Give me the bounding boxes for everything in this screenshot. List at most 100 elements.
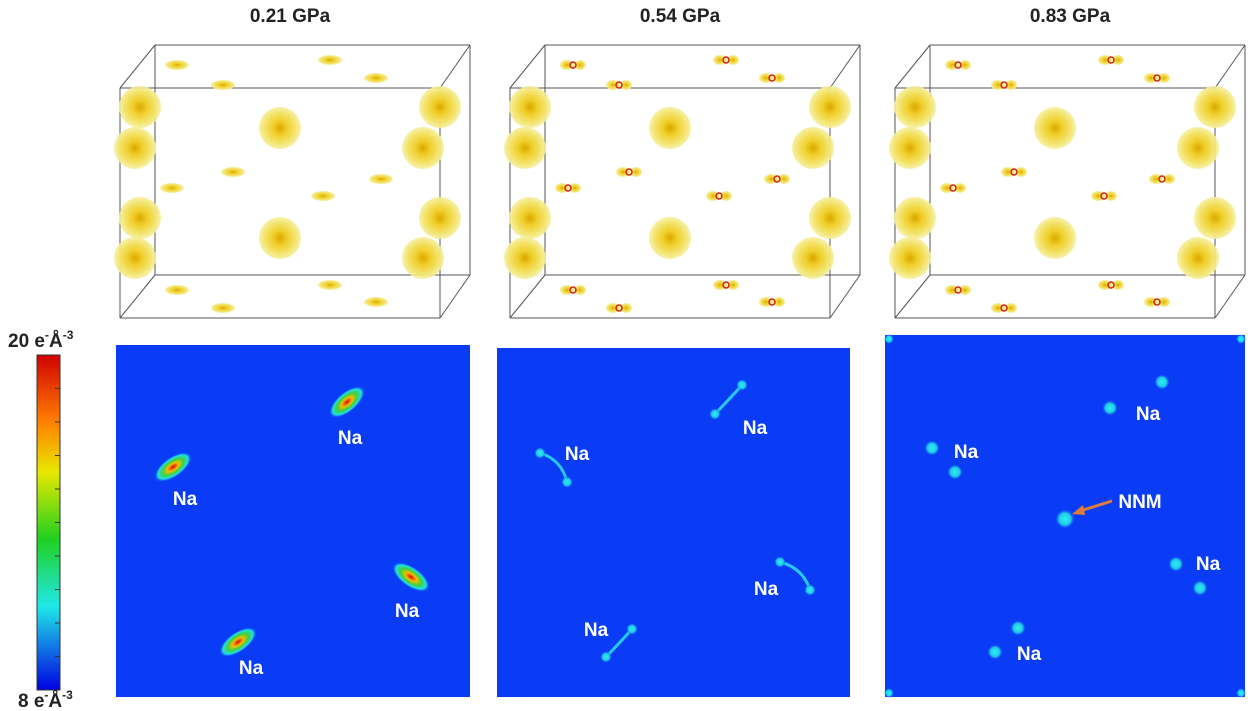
box-edge [440,275,470,318]
density-map [497,348,850,697]
density-map [116,345,470,697]
na-density [649,217,691,259]
density-blob [600,651,612,663]
colorbar-max: 20 e-Å-3 [8,328,74,352]
corner-blob [1236,688,1246,698]
crystal-panel [504,45,860,318]
crystal-structures [114,45,1245,318]
na-density [402,127,444,169]
box-edge [895,275,930,318]
corner-blob [1236,334,1246,344]
atom-label: Na [1196,554,1221,575]
density-blob [987,644,1003,660]
box-edge [510,45,545,88]
label: 20 e [8,331,45,352]
box-edge [830,275,860,318]
panel-title: 0.83 GPa [1030,6,1111,27]
na-density [119,86,161,128]
box-edge [120,45,155,88]
small-lobe [369,174,393,184]
density-blob [1154,374,1170,390]
na-density [1194,197,1236,239]
small-lobe [221,167,245,177]
atom-label: Na [565,444,590,465]
density-blob [1192,580,1208,596]
box-edge [1215,275,1245,318]
box-edge [1215,45,1245,88]
crystal-panel [114,45,470,318]
atom-label: Na [954,442,979,463]
atom-label: Na [173,489,198,510]
small-lobe [318,55,342,65]
na-density [894,197,936,239]
na-density [1034,107,1076,149]
na-density [419,197,461,239]
na-density [509,197,551,239]
na-density [809,86,851,128]
density-blob [774,556,786,568]
na-density [504,127,546,169]
small-lobe [165,60,189,70]
density-blob [709,408,721,420]
small-lobe [311,191,335,201]
atom-label: Na [395,601,420,622]
small-lobe [211,303,235,313]
atom-label: Na [584,620,609,641]
panel-title: 0.54 GPa [640,6,721,27]
atom-label: Na [743,418,768,439]
atom-label: Na [1017,644,1042,665]
corner-blob [884,688,894,698]
na-density [1034,217,1076,259]
na-density [259,107,301,149]
corner-blob [884,334,894,344]
label: 8 e [18,691,44,711]
atom-label: Na [1136,404,1161,425]
na-density [649,107,691,149]
na-density [119,197,161,239]
small-lobe [364,297,388,307]
na-density [889,237,931,279]
na-density [259,217,301,259]
sup: -3 [63,328,74,342]
density-blob [1102,400,1118,416]
sup: -3 [62,688,73,702]
na-density [792,127,834,169]
na-density [889,127,931,169]
density-blob [804,584,816,596]
density-blob [1055,509,1075,529]
crystal-panel [889,45,1245,318]
small-lobe [318,280,342,290]
small-lobe [364,73,388,83]
atom-label: Na [754,579,779,600]
atom-label: Na [338,428,363,449]
na-density [1177,127,1219,169]
box-edge [440,45,470,88]
na-density [504,237,546,279]
na-density [809,197,851,239]
atom-label: Na [239,658,264,679]
na-density [894,86,936,128]
na-density [114,237,156,279]
box-edge [510,275,545,318]
na-density [509,86,551,128]
na-density [419,86,461,128]
density-blob [626,623,638,635]
small-lobe [211,80,235,90]
label: Å [49,331,63,352]
density-blob [534,447,546,459]
density-blob [1010,620,1026,636]
density-blob [924,440,940,456]
na-density [1177,237,1219,279]
box-edge [120,275,155,318]
annotation: NNM [1118,492,1161,513]
na-density [402,237,444,279]
panel-title: 0.21 GPa [250,6,331,27]
na-density [114,127,156,169]
colorbar-min: 8 e-Å-3 [18,688,73,711]
density-blob [1168,556,1184,572]
density-blob [736,379,748,391]
na-density [792,237,834,279]
page: 0.21 GPa 0.54 GPa 0.83 GPa Na Na Na Na N… [0,0,1253,711]
box-edge [830,45,860,88]
figure: 0.21 GPa 0.54 GPa 0.83 GPa Na Na Na Na N… [0,0,1253,711]
